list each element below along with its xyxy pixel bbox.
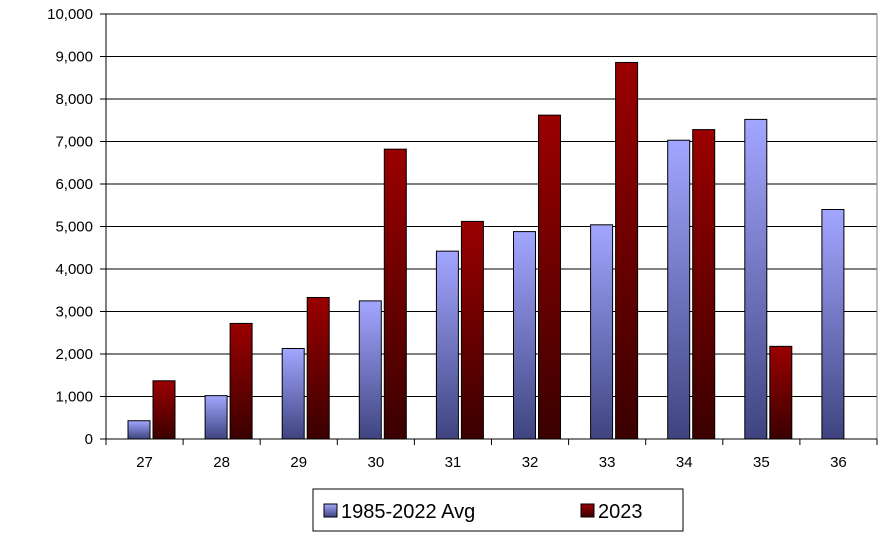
bar-2023-27 — [152, 380, 176, 440]
bars — [127, 61, 845, 440]
bar-avg-33 — [590, 224, 614, 440]
bar-2023-33 — [615, 61, 639, 440]
legend: 1985-2022 Avg 2023 — [312, 488, 684, 532]
bar-avg-28 — [204, 395, 228, 440]
x-tick-label: 33 — [599, 454, 616, 471]
y-tick-label: 10,000 — [47, 6, 93, 23]
bar-2023-30 — [383, 148, 407, 440]
x-tick-label: 32 — [522, 454, 539, 471]
x-tick-label: 34 — [676, 454, 693, 471]
bar-avg-29 — [281, 347, 305, 440]
bar-2023-31 — [460, 220, 484, 440]
bar-avg-31 — [435, 250, 459, 440]
bar-2023-34 — [692, 129, 716, 440]
legend-label-2023: 2023 — [598, 501, 643, 523]
bar-avg-27 — [127, 420, 151, 440]
legend-swatch-2023 — [580, 503, 595, 518]
bar-2023-35 — [769, 345, 793, 440]
y-tick-label: 0 — [85, 431, 93, 448]
legend-swatch-avg — [323, 503, 338, 518]
x-tick-label: 30 — [368, 454, 385, 471]
y-axis-ticks: 0 1,000 2,000 3,000 4,000 5,000 6,000 7,000 8,00… — [47, 6, 106, 448]
y-tick-label: 5,000 — [55, 219, 93, 236]
x-axis-ticks: 27 28 29 30 31 32 33 34 35 36 — [105, 439, 878, 471]
y-tick-label: 9,000 — [55, 49, 93, 66]
x-tick-label: 31 — [445, 454, 462, 471]
bar-avg-32 — [513, 231, 536, 440]
bar-avg-35 — [744, 118, 768, 440]
legend-label-avg: 1985-2022 Avg — [341, 501, 475, 523]
y-tick-label: 6,000 — [55, 176, 93, 193]
y-tick-label: 4,000 — [55, 261, 93, 278]
bar-avg-34 — [667, 139, 691, 440]
x-tick-label: 35 — [753, 454, 770, 471]
bar-2023-28 — [229, 322, 253, 440]
y-tick-label: 7,000 — [55, 134, 93, 151]
legend-box — [312, 488, 684, 532]
bar-2023-32 — [538, 114, 561, 440]
x-tick-label: 28 — [213, 454, 230, 471]
bar-2023-29 — [306, 296, 330, 440]
bar-avg-30 — [358, 300, 382, 440]
y-tick-label: 2,000 — [55, 346, 93, 363]
x-tick-label: 27 — [136, 454, 153, 471]
y-tick-label: 1,000 — [55, 389, 93, 406]
bar-avg-36 — [821, 209, 845, 440]
y-tick-label: 3,000 — [55, 304, 93, 321]
y-tick-label: 8,000 — [55, 91, 93, 108]
x-tick-label: 36 — [830, 454, 847, 471]
x-tick-label: 29 — [290, 454, 307, 471]
